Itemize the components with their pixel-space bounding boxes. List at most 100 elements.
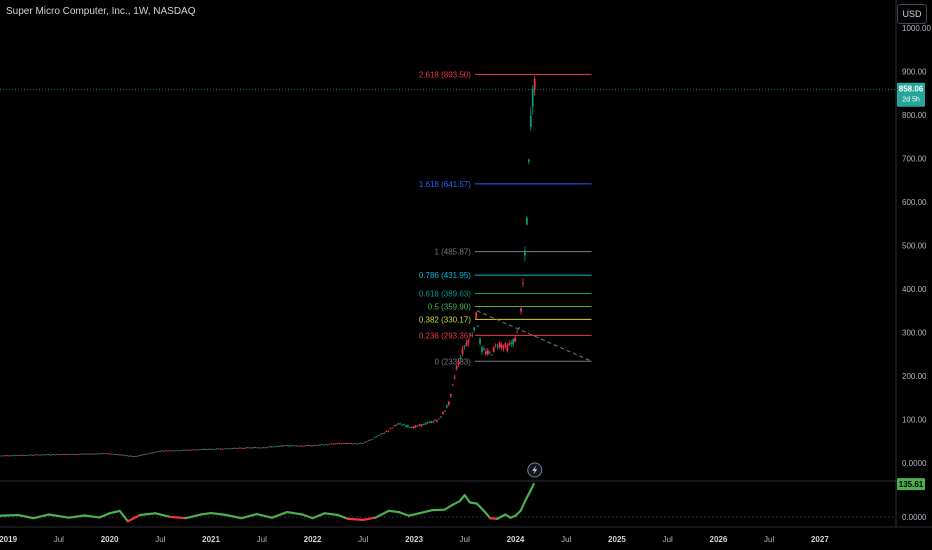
candle-body [84,453,87,455]
candle-body [467,339,470,344]
indicator-value-badge [897,478,925,491]
candle-body [86,453,89,455]
fib-level-label: 0.5 (359.90) [428,302,471,311]
candle-body [451,384,454,386]
candle-body [395,424,398,426]
candle-body [371,438,374,440]
candle-body [42,454,44,456]
indicator-value-label: 135.61 [899,480,924,489]
candle-body [289,445,292,447]
last-price-label: 858.06 [899,85,924,94]
indicator-segment [397,510,411,517]
candle-body [260,447,263,449]
indicator-segment [169,515,187,520]
candle-body [442,412,444,415]
fib-level-label: 0.382 (330.17) [419,315,471,324]
candle-body [227,448,230,450]
indicator-segment [286,510,304,516]
indicator-segment [458,494,466,503]
candle-body [531,88,534,107]
candle-body [387,430,390,432]
candle-body [477,326,479,327]
candle-body [221,449,224,450]
candle-body [163,450,165,452]
candle-body [77,453,79,455]
candle-body [520,308,522,312]
candle-body [159,450,161,452]
candle-body [522,283,524,285]
candle-body [408,427,411,428]
fib-level-label: 2.618 (893.50) [419,70,471,79]
candle-body [444,410,446,412]
candle-body [81,453,83,455]
price-tick-label: 700.00 [902,155,927,164]
candle-body [239,447,241,449]
indicator-segment [255,512,274,519]
candle-body [207,448,210,450]
candle-body [161,450,163,452]
candle-body [479,338,481,344]
candle-body [414,425,417,428]
candle-body [525,217,528,225]
candle-body [10,455,13,457]
candle-body [365,441,368,443]
candle-body [83,453,85,455]
candle-body [244,447,247,449]
candle-body [354,443,357,445]
candle-body [164,450,167,452]
candle-body [481,347,483,353]
candle-body [55,454,58,455]
candle-body [369,439,372,441]
candle-body [174,450,177,452]
candle-body [492,346,495,352]
candle-body [131,456,134,457]
candle-body [143,454,146,455]
candle-body [73,454,76,455]
price-tick-label: 900.00 [902,68,927,77]
fib-level-label: 0.236 (293.36) [419,331,471,340]
candle-body [137,455,140,457]
candle-body [274,446,277,448]
time-tick-label: 2022 [304,535,322,544]
currency-button[interactable]: USD [897,4,927,24]
indicator-segment [468,501,479,505]
candle-body [399,423,401,425]
candle-body [336,442,339,444]
fib-level-label: 1 (485.87) [434,248,471,257]
candle-body [108,453,111,455]
candle-body [153,452,156,453]
candle-body [348,442,351,444]
candle-body [211,448,214,450]
candle-body [447,401,450,405]
candle-body [243,448,245,449]
candle-body [360,442,362,444]
candle-body [26,455,29,456]
candle-body [303,445,306,447]
candle-body [129,455,132,457]
candle-body [324,444,327,445]
candle-body [90,453,93,455]
candle-body [94,453,97,455]
candle-body [192,449,195,451]
candle-body [198,449,200,451]
candle-body [149,452,152,454]
indicator-segment [154,512,172,519]
lightning-icon[interactable] [527,462,543,478]
candle-body [176,449,179,451]
candle-body [465,342,468,346]
indicator-segment [209,511,228,517]
candle-body [418,424,421,426]
candle-body [527,159,530,162]
candle-body [28,454,31,456]
candle-body [116,454,118,455]
candle-body [404,425,407,427]
candle-body [295,445,298,447]
candle-body [266,446,269,448]
candle-body [34,454,37,456]
price-tick-label: 200.00 [902,372,927,381]
time-tick-label: Jul [663,535,673,544]
candle-body [151,452,154,454]
indicator-segment [32,513,50,520]
time-tick-label: Jul [358,535,368,544]
